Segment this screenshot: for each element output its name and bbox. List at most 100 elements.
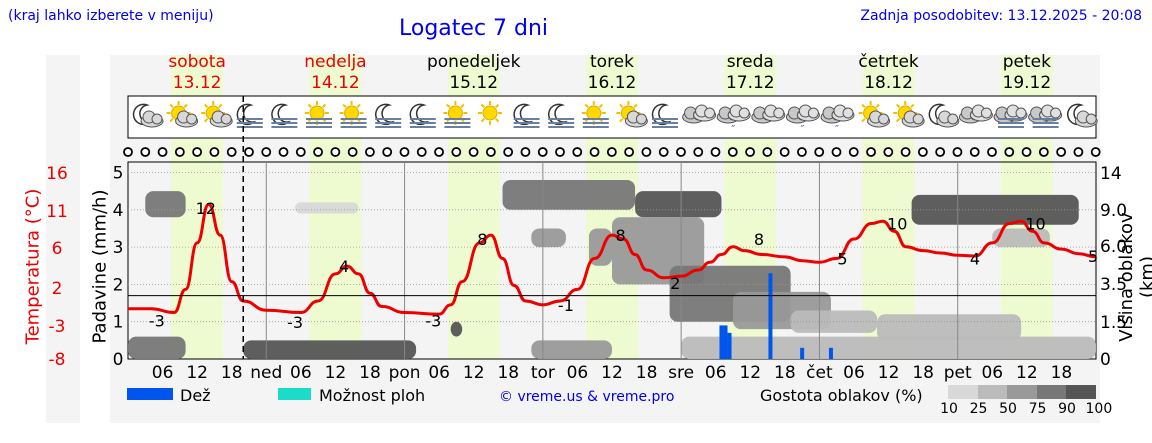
day-date: 13.12 bbox=[172, 73, 222, 93]
hour-marker bbox=[416, 147, 427, 157]
temperature-value-label: 5 bbox=[1088, 247, 1098, 266]
x-tick-label: čet bbox=[806, 363, 833, 383]
cloud-height-tick-label: 9.0 bbox=[1100, 201, 1127, 221]
hour-marker bbox=[313, 147, 323, 157]
sun-fog-icon bbox=[339, 101, 367, 128]
day-date: 19.12 bbox=[1002, 73, 1052, 93]
precip-tick-label: 4 bbox=[113, 201, 124, 221]
cloud-scale-swatch bbox=[948, 385, 978, 399]
temperature-value-label: -3 bbox=[287, 313, 303, 332]
hour-marker bbox=[727, 147, 738, 157]
temperature-value-label: 4 bbox=[970, 249, 980, 268]
cloud-layer bbox=[681, 336, 1096, 359]
x-tick-label: 06 bbox=[705, 363, 727, 383]
hour-marker bbox=[1021, 147, 1032, 157]
day-date: 18.12 bbox=[864, 73, 913, 93]
day-name: nedelja bbox=[304, 52, 367, 72]
hour-marker bbox=[693, 147, 704, 157]
cloud-layer bbox=[531, 228, 566, 248]
x-tick-label: 12 bbox=[739, 363, 761, 383]
hour-marker bbox=[278, 147, 289, 157]
cloud-layer bbox=[145, 191, 186, 218]
day-name: torek bbox=[590, 52, 634, 72]
hour-marker bbox=[952, 147, 963, 157]
x-tick-label: pet bbox=[944, 363, 972, 383]
page-title: Logatec 7 dni bbox=[399, 16, 549, 41]
rain-bar bbox=[723, 325, 728, 359]
hour-marker bbox=[226, 147, 237, 157]
sun-cloud-icon bbox=[166, 101, 199, 128]
hour-marker bbox=[347, 147, 358, 157]
hour-marker bbox=[520, 147, 531, 157]
temperature-value-label: 8 bbox=[754, 230, 764, 249]
cloud-scale-label: 10 bbox=[940, 401, 958, 417]
cloud-height-axis-label: Višina oblakov (km) bbox=[1116, 212, 1152, 342]
hour-marker bbox=[295, 147, 306, 157]
hour-marker bbox=[883, 147, 894, 157]
rain-bar bbox=[768, 273, 773, 359]
hour-marker bbox=[831, 147, 842, 157]
hour-marker bbox=[969, 147, 980, 157]
menu-hint: (kraj lahko izberete v meniju) bbox=[8, 8, 214, 24]
hour-marker bbox=[537, 147, 548, 157]
temperature-value-label: -1 bbox=[558, 296, 574, 315]
sun-icon bbox=[478, 101, 502, 125]
moon-fog-icon bbox=[236, 103, 263, 128]
cloud-layer bbox=[450, 321, 463, 337]
x-tick-label: 18 bbox=[774, 363, 796, 383]
day-name: petek bbox=[1002, 52, 1051, 72]
hour-marker bbox=[244, 147, 254, 157]
day-date: 14.12 bbox=[311, 73, 360, 93]
x-tick-label: 06 bbox=[152, 363, 174, 383]
hour-marker bbox=[658, 147, 669, 157]
day-date: 16.12 bbox=[587, 73, 637, 93]
hour-marker bbox=[572, 147, 583, 157]
hour-marker bbox=[365, 147, 375, 157]
precip-tick-label: 0 bbox=[113, 350, 124, 370]
cloud-scale-label: 100 bbox=[1085, 401, 1113, 417]
precip-axis-label: Padavine (mm/h) bbox=[89, 189, 111, 344]
x-tick-label: 12 bbox=[601, 363, 623, 383]
temperature-value-label: -3 bbox=[149, 311, 165, 330]
svg-text:″: ″ bbox=[835, 123, 839, 136]
rain-legend-label: Dež bbox=[180, 386, 211, 405]
moon-fog-icon bbox=[271, 103, 298, 128]
x-tick-label: 06 bbox=[981, 363, 1003, 383]
hour-marker bbox=[676, 147, 686, 157]
clouds-icon bbox=[751, 104, 786, 124]
hour-marker bbox=[1073, 147, 1084, 157]
sun-fog-icon bbox=[305, 101, 332, 128]
x-tick-label: 12 bbox=[325, 363, 347, 383]
hour-marker bbox=[140, 147, 151, 157]
moon-fog-icon bbox=[375, 103, 402, 128]
temperature-value-label: 12 bbox=[196, 199, 216, 218]
hour-marker bbox=[900, 147, 911, 157]
temperature-tick-label: 2 bbox=[52, 279, 63, 299]
hour-marker bbox=[797, 147, 807, 157]
precip-tick-label: 1 bbox=[113, 313, 124, 333]
moon-cloud-icon bbox=[132, 103, 164, 128]
moon-fog-icon bbox=[409, 103, 436, 128]
hour-marker bbox=[1004, 147, 1015, 157]
hour-marker bbox=[814, 147, 825, 157]
cloud-rain-icon: ″ bbox=[716, 104, 751, 136]
rain-bar bbox=[719, 325, 724, 359]
cloud-fog-icon bbox=[993, 104, 1028, 128]
hour-marker bbox=[1038, 147, 1049, 157]
credit-link[interactable]: © vreme.us & vreme.pro bbox=[499, 389, 675, 405]
cloud-scale-swatch bbox=[1007, 385, 1037, 399]
cloud-layer bbox=[243, 340, 417, 359]
rain-bar bbox=[800, 347, 805, 359]
hour-marker bbox=[589, 147, 600, 157]
cloud-scale-label: 50 bbox=[999, 401, 1017, 417]
hour-marker bbox=[555, 147, 565, 157]
temperature-value-label: 4 bbox=[339, 257, 349, 276]
x-tick-label: 18 bbox=[1051, 363, 1073, 383]
x-tick-label: pon bbox=[389, 363, 421, 383]
day-date: 15.12 bbox=[449, 73, 499, 93]
hour-marker bbox=[330, 147, 341, 157]
x-tick-label: 18 bbox=[912, 363, 934, 383]
precip-tick-label: 2 bbox=[113, 275, 124, 295]
rain-legend-swatch bbox=[127, 388, 173, 400]
